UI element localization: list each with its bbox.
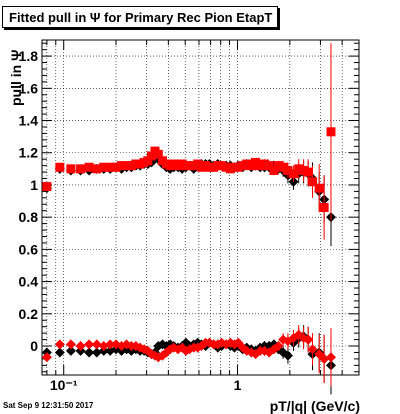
y-tick-label: 0.8 [19,209,39,225]
data-point [41,352,52,363]
data-point [314,183,324,193]
data-point [246,347,257,358]
y-tick-label: 1 [30,177,38,193]
data-point [65,345,76,356]
data-point [147,151,157,161]
x-axis-label: pT/|q| (GeV/c) [269,398,360,414]
data-point [217,161,227,171]
data-point [111,162,121,172]
x-tick-label: 1 [234,377,242,393]
data-point [264,161,274,171]
data-point [251,157,261,167]
data-point [278,162,288,172]
data-point [54,339,65,350]
y-tick-label: 0.2 [19,306,39,322]
data-point [250,349,261,360]
y-tick-label: 1.6 [19,80,39,96]
data-point [242,159,252,169]
data-point [66,164,76,174]
x-tick-label: 10⁻¹ [50,377,78,393]
data-point [299,165,309,175]
chart-title-box: Fitted pull in Ψ for Primary Rec Pion Et… [2,6,278,28]
data-point [143,156,153,166]
y-tick-label: 1.4 [19,113,39,129]
data-point [54,347,65,358]
data-point [42,182,52,192]
y-tick-label: 1.8 [19,48,39,64]
data-point [55,162,65,172]
data-point [116,161,126,171]
y-tick-label: 0 [30,338,38,354]
data-point [289,169,299,179]
data-point [153,149,163,159]
data-point [84,162,94,172]
data-point [122,161,132,171]
data-point [84,339,95,350]
data-point [303,334,314,345]
y-tick-label: 1.2 [19,145,39,161]
plot-frame [41,39,360,376]
data-point [91,339,102,350]
data-point [91,347,102,358]
data-point [269,165,279,175]
data-point [283,165,293,175]
data-point [319,203,329,212]
data-point [294,164,304,174]
y-tick-label: 0.6 [19,241,39,257]
data-point [260,159,270,169]
data-point [84,347,95,358]
data-point [307,344,318,355]
data-point [65,339,76,350]
data-point [282,350,293,361]
data-point [273,161,283,171]
data-point [92,164,102,174]
data-point [273,341,284,352]
y-axis-label: pull in Ψ [8,49,24,106]
data-point [303,167,313,177]
timestamp: Sat Sep 9 12:31:50 2017 [3,401,94,410]
grid-lines [42,40,360,375]
data-point [319,353,330,364]
chart-title: Fitted pull in Ψ for Primary Rec Pion Et… [9,10,273,25]
data-point [325,352,336,363]
data-marks [41,43,336,395]
axes: 10⁻¹ 1 0 0.2 0.4 0.6 0.8 1 1.2 1.4 1.6 1.8 [19,40,360,393]
data-point [76,164,86,174]
data-point [105,162,115,172]
data-point [326,127,336,137]
data-point [99,162,109,172]
data-point [105,339,116,350]
data-point [75,341,86,352]
data-point [307,177,317,187]
y-tick-label: 0.4 [19,274,39,290]
